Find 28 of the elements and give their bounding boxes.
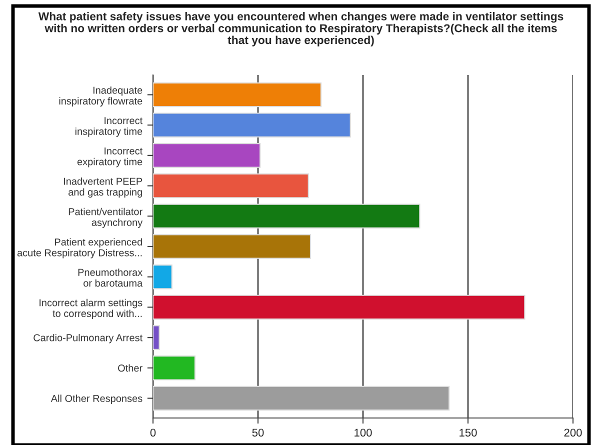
y-tick-label: Other [118,364,142,372]
y-tick-label: Incorrect alarm settings to correspond with... [40,298,142,320]
x-tick-label: 150 [460,428,477,437]
y-tick-label: Cardio-Pulmonary Arrest [34,334,143,344]
bar [153,143,261,168]
bar [153,325,160,350]
bar [153,294,526,320]
bar [153,173,309,198]
x-tick-label: 100 [354,428,372,437]
y-tick-label: Patient experienced acute Respiratory Distress... [17,238,142,258]
x-tick-label: 50 [252,428,264,437]
y-tick-label: Incorrect inspiratory time [75,117,143,137]
bar [153,356,196,380]
bar [153,234,312,259]
y-tick-label: Inadequate inspiratory flowrate [59,86,142,107]
y-tick-label: Incorrect expiratory time [77,148,143,168]
y-tick-label: Patient/ventilator asynchrony [68,208,143,228]
y-tick-label: Pneumothorax or barotauma [78,268,143,287]
bar [153,264,172,290]
y-tick-label: All Other Responses [50,394,142,404]
y-tick-label: Inadvertent PEEP and gas trapping [64,178,142,198]
chart-title: What patient safety issues have you encountered when changes were made in ventilator settings with no written orders or verbal communication to Respiratory Therapists?(Check all the items that you have experienced) [38,12,564,46]
x-tick-label: 200 [564,428,582,437]
bar [153,82,322,108]
bar [153,386,450,411]
bar [153,204,420,229]
x-tick-label: 0 [150,428,156,437]
bar [153,112,351,138]
